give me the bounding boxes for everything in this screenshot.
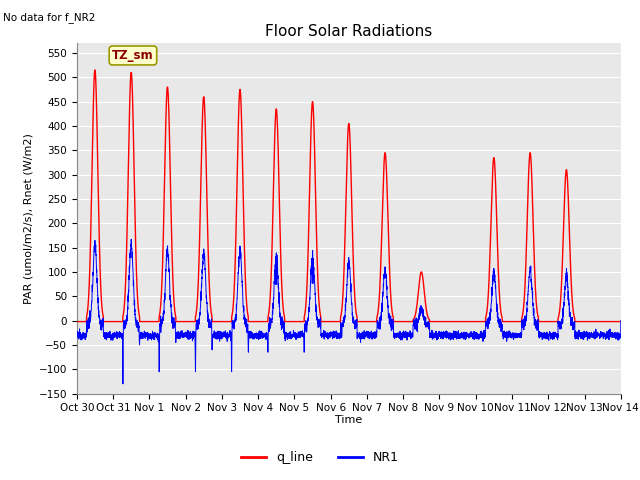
Text: No data for f_NR2: No data for f_NR2 xyxy=(3,12,95,23)
Text: TZ_sm: TZ_sm xyxy=(112,49,154,62)
Y-axis label: PAR (umol/m2/s), Rnet (W/m2): PAR (umol/m2/s), Rnet (W/m2) xyxy=(23,133,33,304)
Title: Floor Solar Radiations: Floor Solar Radiations xyxy=(265,24,433,39)
X-axis label: Time: Time xyxy=(335,415,362,425)
Legend: q_line, NR1: q_line, NR1 xyxy=(236,446,404,469)
